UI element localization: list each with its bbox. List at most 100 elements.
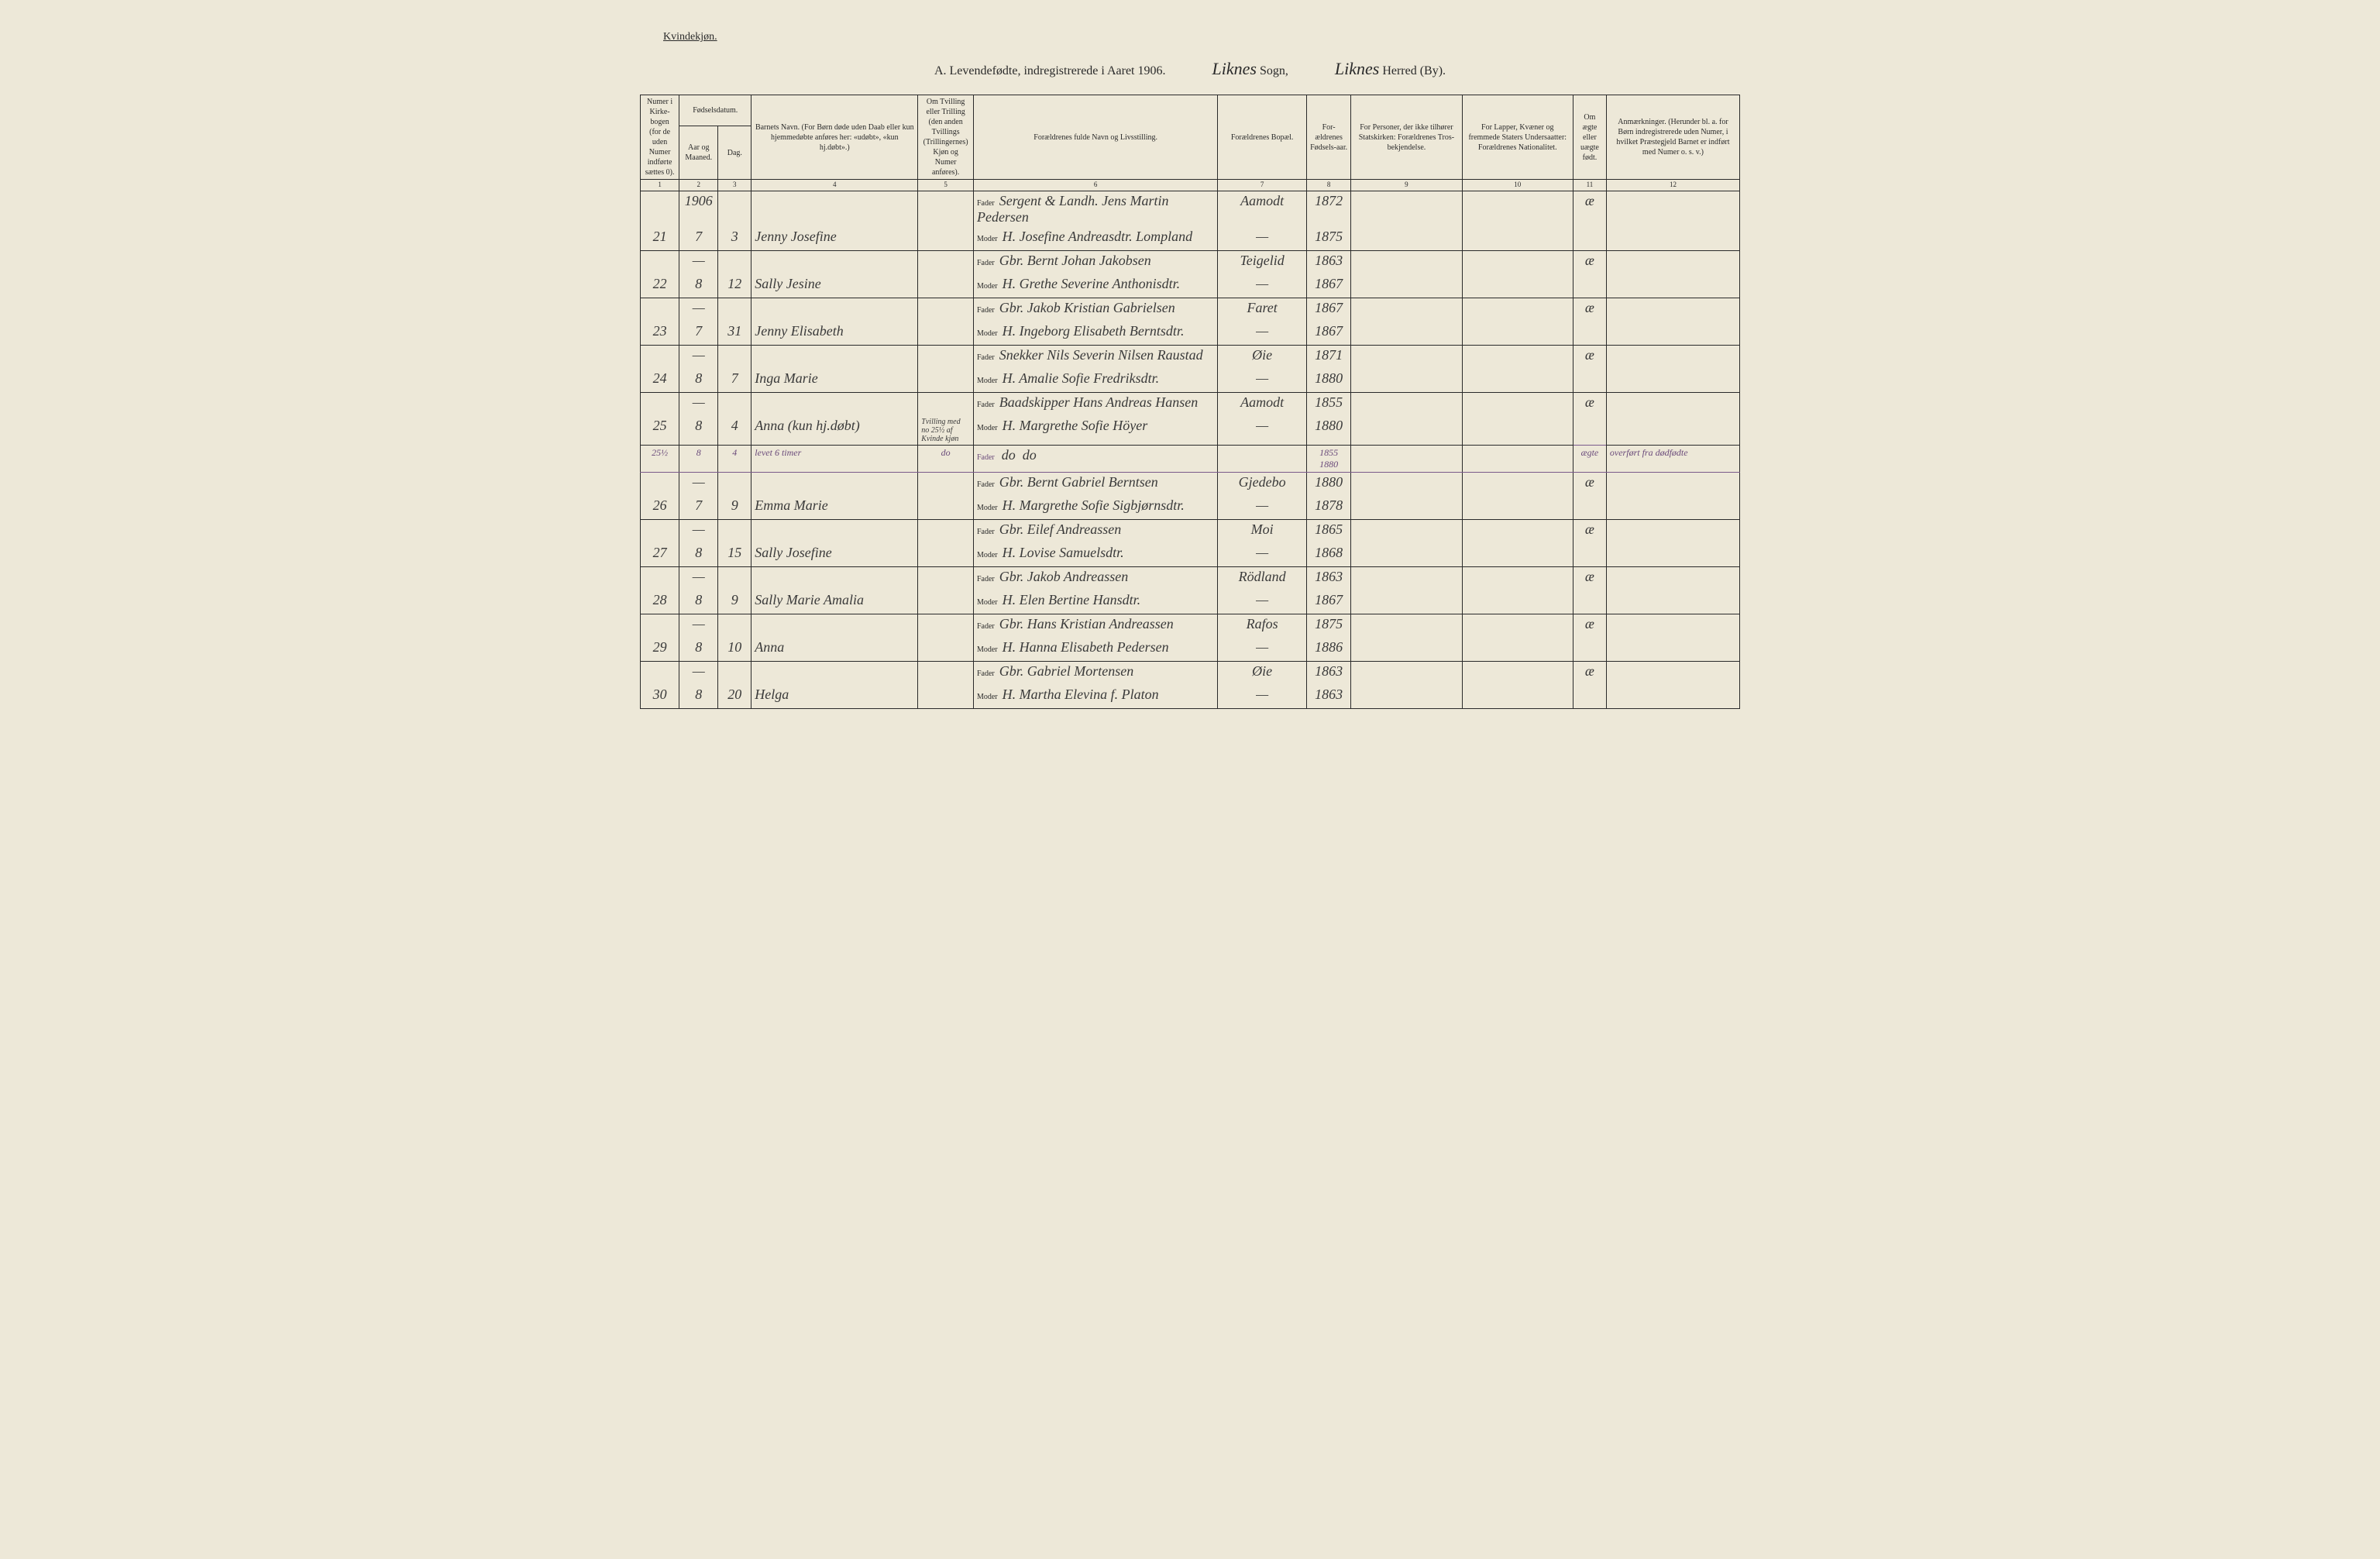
cell-legit: æ	[1573, 345, 1606, 392]
cell	[1351, 472, 1462, 496]
cell	[718, 566, 751, 590]
cell-mother: ModerH. Martha Elevina f. Platon	[973, 685, 1217, 709]
cell-day: 4	[718, 445, 751, 472]
cell-mother: ModerH. Elen Bertine Hansdtr.	[973, 590, 1217, 614]
cell-year: 1867	[1306, 274, 1350, 298]
cell	[918, 250, 974, 274]
colnum-11: 11	[1573, 180, 1606, 191]
cell	[1606, 638, 1739, 662]
cell	[1606, 250, 1739, 274]
cell	[1462, 369, 1573, 393]
cell-father: FaderGbr. Jakob Kristian Gabrielsen	[973, 298, 1217, 322]
cell	[1462, 614, 1573, 638]
cell	[1462, 191, 1573, 227]
cell-year: 18551880	[1306, 445, 1350, 472]
cell-place: —	[1218, 227, 1307, 251]
cell-legit: æ	[1573, 392, 1606, 445]
cell	[641, 250, 679, 274]
cell-mother: ModerH. Grethe Severine Anthonisdtr.	[973, 274, 1217, 298]
herred-value: Liknes	[1335, 59, 1379, 78]
table-row: — FaderGbr. Eilef Andreassen Moi 1865 æ	[641, 519, 1740, 543]
cell	[1351, 685, 1462, 709]
cell-dash: —	[679, 566, 718, 590]
cell-month: 8	[679, 274, 718, 298]
cell	[918, 472, 974, 496]
table-row: — FaderGbr. Hans Kristian Andreassen Raf…	[641, 614, 1740, 638]
cell	[751, 191, 918, 227]
cell-twin	[918, 590, 974, 614]
cell-twin	[918, 227, 974, 251]
cell	[1606, 566, 1739, 590]
cell-month: 8	[679, 369, 718, 393]
cell	[718, 392, 751, 416]
cell-dash: —	[679, 614, 718, 638]
cell-day: 4	[718, 416, 751, 446]
col-header-residence: Forældrenes Bopæl.	[1218, 95, 1307, 180]
colnum-7: 7	[1218, 180, 1307, 191]
cell-legit: æ	[1573, 191, 1606, 250]
cell-day: 31	[718, 322, 751, 346]
cell	[718, 472, 751, 496]
cell	[1606, 590, 1739, 614]
cell-month: 8	[679, 638, 718, 662]
cell	[1351, 543, 1462, 567]
cell-mother: ModerH. Margrethe Sofie Sigbjørnsdtr.	[973, 496, 1217, 520]
table-row: — FaderSnekker Nils Severin Nilsen Raust…	[641, 345, 1740, 369]
cell	[1351, 445, 1462, 472]
cell	[641, 614, 679, 638]
gender-heading: Kvindekjøn.	[663, 31, 1740, 43]
cell	[1606, 392, 1739, 416]
register-page: Kvindekjøn. A. Levendefødte, indregistre…	[640, 31, 1740, 709]
cell-month: 8	[679, 445, 718, 472]
main-title: A. Levendefødte, indregistrerede i Aaret…	[934, 64, 1166, 78]
colnum-8: 8	[1306, 180, 1350, 191]
cell	[1351, 566, 1462, 590]
cell-place: —	[1218, 274, 1307, 298]
cell-legit: æ	[1573, 472, 1606, 519]
cell-year: 1867	[1306, 298, 1350, 322]
cell	[1462, 445, 1573, 472]
colnum-2: 2	[679, 180, 718, 191]
cell-twin	[918, 638, 974, 662]
cell-legit: æ	[1573, 566, 1606, 614]
cell-name: levet 6 timer	[751, 445, 918, 472]
cell-year: 1871	[1306, 345, 1350, 369]
cell-year: 1863	[1306, 250, 1350, 274]
table-row: — FaderGbr. Bernt Gabriel Berntsen Gjede…	[641, 472, 1740, 496]
cell-legit: ægte	[1573, 445, 1606, 472]
cell	[1606, 661, 1739, 685]
cell-year: 1867	[1306, 322, 1350, 346]
cell	[1606, 345, 1739, 369]
cell-place: Aamodt	[1218, 191, 1307, 227]
cell	[1606, 685, 1739, 709]
cell-legit: æ	[1573, 661, 1606, 708]
cell-day: 12	[718, 274, 751, 298]
cell-father: FaderSnekker Nils Severin Nilsen Raustad	[973, 345, 1217, 369]
cell-legit: æ	[1573, 614, 1606, 661]
cell-day: 7	[718, 369, 751, 393]
cell	[1351, 638, 1462, 662]
col-header-parents: Forældrenes fulde Navn og Livsstilling.	[973, 95, 1217, 180]
cell	[1351, 614, 1462, 638]
cell-place: Rödland	[1218, 566, 1307, 590]
cell-name: Sally Josefine	[751, 543, 918, 567]
cell-year: 1868	[1306, 543, 1350, 567]
cell	[751, 250, 918, 274]
cell	[1462, 661, 1573, 685]
cell-note: overført fra dødfødte	[1606, 445, 1739, 472]
cell-parents: Fader do do	[973, 445, 1217, 472]
cell-place: Gjedebo	[1218, 472, 1307, 496]
cell	[718, 614, 751, 638]
cell	[751, 298, 918, 322]
cell	[1462, 345, 1573, 369]
colnum-6: 6	[973, 180, 1217, 191]
cell-year: 1872	[1306, 191, 1350, 227]
cell	[1462, 590, 1573, 614]
cell-twin: do	[918, 445, 974, 472]
cell-dash: —	[679, 661, 718, 685]
cell-year: 1863	[1306, 661, 1350, 685]
cell	[1462, 472, 1573, 496]
cell-place: Øie	[1218, 345, 1307, 369]
cell	[1351, 392, 1462, 416]
cell	[718, 191, 751, 227]
